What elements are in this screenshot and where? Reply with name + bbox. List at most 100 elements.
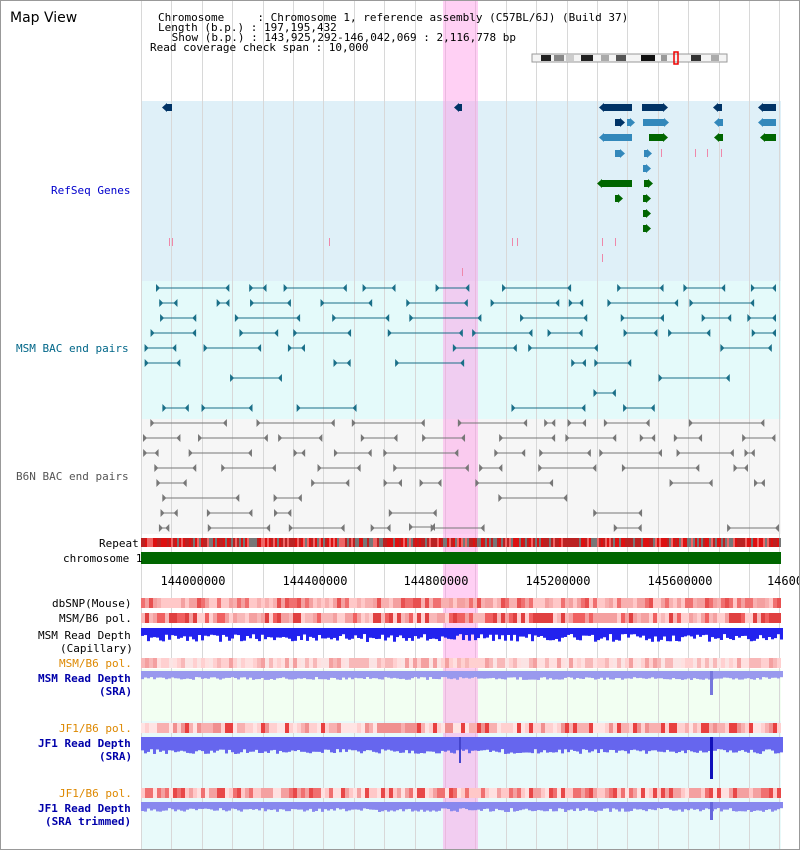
jf1-depth-sra-bar <box>654 737 657 751</box>
msm-pol-sra-cell <box>521 658 525 668</box>
repeat-cell <box>293 538 295 547</box>
bac-end-arrow <box>293 449 298 457</box>
bac-end-arrow <box>475 479 480 487</box>
repeat-cell <box>741 538 743 547</box>
repeat-cell <box>411 538 413 547</box>
msm-pol-cell <box>189 613 193 623</box>
jf1-pol-cell <box>157 723 161 733</box>
msm-depth-capillary-bar <box>399 628 402 636</box>
jf1-pol-cell <box>357 723 361 733</box>
jf1-depth-trim-bar <box>726 802 729 810</box>
jf1-b6-pol-label[interactable]: JF1/B6 pol. <box>59 722 132 735</box>
gene-pink-marker <box>517 238 518 246</box>
msm-pol-sra-cell <box>293 658 297 668</box>
msm-depth-sra-bar <box>375 671 378 679</box>
jf1-depth-trim-bar <box>468 802 471 811</box>
dbsnp-track-label[interactable]: dbSNP(Mouse) <box>52 597 132 610</box>
repeat-cell <box>385 538 387 547</box>
dbsnp-cell <box>229 598 233 608</box>
jf1-depth-trim-label-1[interactable]: JF1 Read Depth <box>38 802 131 815</box>
jf1-depth-sra-bar <box>741 737 744 751</box>
jf1-depth-sra-spike <box>710 737 713 779</box>
msm-pol-cell <box>549 613 553 623</box>
msm-depth-capillary-label-1[interactable]: MSM Read Depth <box>38 629 131 642</box>
jf1-pol-2-cell <box>445 788 449 798</box>
jf1-depth-trim-bar <box>189 802 192 809</box>
gene-strand-arrow <box>620 149 625 158</box>
repeat-cell <box>503 538 505 547</box>
msm-depth-capillary-bar <box>696 628 699 635</box>
msm-depth-capillary-bar <box>501 628 504 636</box>
repeat-cell <box>545 538 547 547</box>
jf1-pol-2-cell <box>473 788 477 798</box>
dbsnp-cell <box>509 598 513 608</box>
msm-pol-sra-cell <box>477 658 481 668</box>
msm-depth-sra-bar <box>498 671 501 679</box>
repeat-cell <box>687 538 689 547</box>
msm-depth-capillary-bar <box>522 628 525 637</box>
msm-pol-cell <box>729 613 733 623</box>
bac-end-arrow <box>160 314 165 322</box>
jf1-depth-trim-bar <box>285 802 288 812</box>
msm-depth-sra-bar <box>507 671 510 678</box>
grid-line <box>506 1 507 849</box>
bac-end-arrow <box>579 299 584 307</box>
jf1-pol-cell <box>285 723 289 733</box>
repeat-cell <box>235 538 237 547</box>
b6n-bac-track-label[interactable]: B6N BAC end pairs <box>16 470 129 483</box>
msm-depth-capillary-bar <box>246 628 249 637</box>
refseq-track-label[interactable]: RefSeq Genes <box>51 184 131 197</box>
msm-depth-sra-label-1[interactable]: MSM Read Depth <box>38 672 131 685</box>
msm-pol-sra-cell <box>573 658 577 668</box>
jf1-pol-2-cell <box>217 788 221 798</box>
bac-end-arrow <box>720 344 725 352</box>
repeat-cell <box>245 538 247 547</box>
msm-pol-cell <box>213 613 217 623</box>
ideogram-current-marker <box>673 51 679 65</box>
repeat-cell <box>707 538 709 547</box>
bac-end-arrow <box>222 419 227 427</box>
jf1-depth-trim-bar <box>222 802 225 811</box>
msm-bac-track-label[interactable]: MSM BAC end pairs <box>16 342 129 355</box>
bac-end-arrow <box>393 464 398 472</box>
jf1-depth-trim-bar <box>780 802 783 809</box>
selected-region-highlight[interactable] <box>443 1 478 849</box>
msm-b6-pol-sra-label[interactable]: MSM/B6 pol. <box>59 657 132 670</box>
repeat-cell <box>153 538 155 547</box>
msm-depth-capillary-bar <box>687 628 690 636</box>
jf1-depth-sra-bar <box>699 737 702 751</box>
jf1-pol-cell <box>653 723 657 733</box>
msm-depth-sra-bar <box>408 671 411 680</box>
repeat-cell <box>689 538 691 547</box>
jf1-pol-2-cell <box>481 788 485 798</box>
msm-depth-sra-bar <box>219 671 222 680</box>
msm-b6-pol-label[interactable]: MSM/B6 pol. <box>59 612 132 625</box>
repeat-cell <box>597 538 599 547</box>
repeat-cell <box>533 538 535 547</box>
msm-pol-sra-cell <box>461 658 465 668</box>
jf1-depth-trim-bar <box>249 802 252 810</box>
jf1-pol-2-cell <box>609 788 613 798</box>
ideogram-band <box>711 55 719 61</box>
repeat-cell <box>337 538 339 547</box>
bac-end-arrow <box>582 419 587 427</box>
grid-line <box>688 1 689 849</box>
repeat-cell <box>491 538 493 547</box>
chromosome-track-label[interactable]: chromosome 1 <box>63 552 143 565</box>
repeat-cell <box>465 538 467 547</box>
repeat-track-label[interactable]: Repeat <box>99 537 139 550</box>
bac-end-arrow <box>155 284 160 292</box>
msm-depth-sra-bar <box>210 671 213 678</box>
msm-pol-cell <box>313 613 317 623</box>
jf1-pol-cell <box>233 723 237 733</box>
jf1-depth-sra-label-1[interactable]: JF1 Read Depth <box>38 737 131 750</box>
jf1-depth-sra-bar <box>615 737 618 753</box>
msm-pol-sra-cell <box>529 658 533 668</box>
msm-pol-cell <box>585 613 589 623</box>
jf1-pol-2-cell <box>201 788 205 798</box>
jf1-b6-pol-2-label[interactable]: JF1/B6 pol. <box>59 787 132 800</box>
jf1-depth-trim-bar <box>513 802 516 812</box>
bac-end-arrow <box>490 299 495 307</box>
jf1-pol-cell <box>601 723 605 733</box>
